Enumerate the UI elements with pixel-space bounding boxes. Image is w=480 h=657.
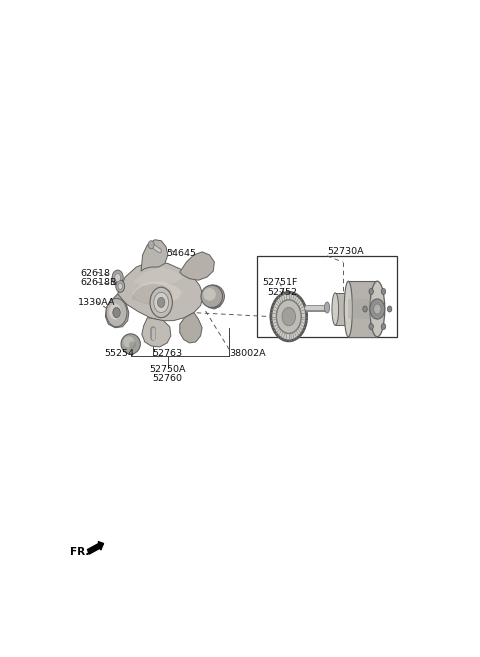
Circle shape xyxy=(106,298,127,327)
Circle shape xyxy=(282,307,296,326)
Text: 55254: 55254 xyxy=(104,348,134,357)
Polygon shape xyxy=(348,299,377,319)
Text: 52750A: 52750A xyxy=(149,365,186,374)
FancyArrow shape xyxy=(87,541,104,555)
Ellipse shape xyxy=(129,342,136,348)
Text: 52730A: 52730A xyxy=(327,247,364,256)
Polygon shape xyxy=(348,281,377,337)
Polygon shape xyxy=(132,281,182,304)
Bar xyxy=(257,256,396,337)
Circle shape xyxy=(370,299,385,319)
Polygon shape xyxy=(180,252,215,280)
Circle shape xyxy=(109,304,121,320)
Circle shape xyxy=(113,307,120,317)
Ellipse shape xyxy=(205,289,218,302)
Text: 54645: 54645 xyxy=(166,249,196,258)
Circle shape xyxy=(118,283,122,289)
Ellipse shape xyxy=(324,302,330,313)
Polygon shape xyxy=(141,240,168,271)
Circle shape xyxy=(373,304,381,314)
Circle shape xyxy=(148,240,154,249)
Text: 52751F: 52751F xyxy=(263,278,298,286)
Polygon shape xyxy=(118,261,203,321)
Polygon shape xyxy=(142,317,171,347)
Polygon shape xyxy=(335,293,348,325)
Circle shape xyxy=(369,288,373,294)
Polygon shape xyxy=(204,290,223,309)
Text: 62618: 62618 xyxy=(81,269,110,278)
Circle shape xyxy=(369,323,373,330)
Polygon shape xyxy=(106,294,129,328)
Text: 52752: 52752 xyxy=(267,288,298,297)
Ellipse shape xyxy=(203,288,216,301)
Polygon shape xyxy=(180,313,202,343)
Text: FR.: FR. xyxy=(71,547,90,557)
Ellipse shape xyxy=(201,285,223,307)
Circle shape xyxy=(112,270,123,285)
Circle shape xyxy=(276,300,301,333)
Circle shape xyxy=(157,298,165,307)
Circle shape xyxy=(387,306,392,312)
Ellipse shape xyxy=(202,285,225,307)
Text: 62618B: 62618B xyxy=(81,278,117,287)
Ellipse shape xyxy=(332,293,338,325)
Circle shape xyxy=(115,273,120,282)
Ellipse shape xyxy=(123,336,134,348)
Ellipse shape xyxy=(370,281,385,337)
Text: 38002A: 38002A xyxy=(229,348,266,357)
Circle shape xyxy=(276,300,301,333)
Circle shape xyxy=(271,292,307,341)
Circle shape xyxy=(381,288,386,294)
Circle shape xyxy=(116,280,125,292)
Circle shape xyxy=(150,287,172,317)
Ellipse shape xyxy=(121,334,140,354)
Ellipse shape xyxy=(344,281,352,337)
Circle shape xyxy=(381,323,386,330)
Circle shape xyxy=(363,306,367,312)
Text: 52760: 52760 xyxy=(152,374,182,383)
Polygon shape xyxy=(132,284,172,305)
Text: 52763: 52763 xyxy=(152,348,182,357)
Text: 1330AA: 1330AA xyxy=(78,298,115,307)
Polygon shape xyxy=(132,267,185,286)
Circle shape xyxy=(154,292,168,313)
